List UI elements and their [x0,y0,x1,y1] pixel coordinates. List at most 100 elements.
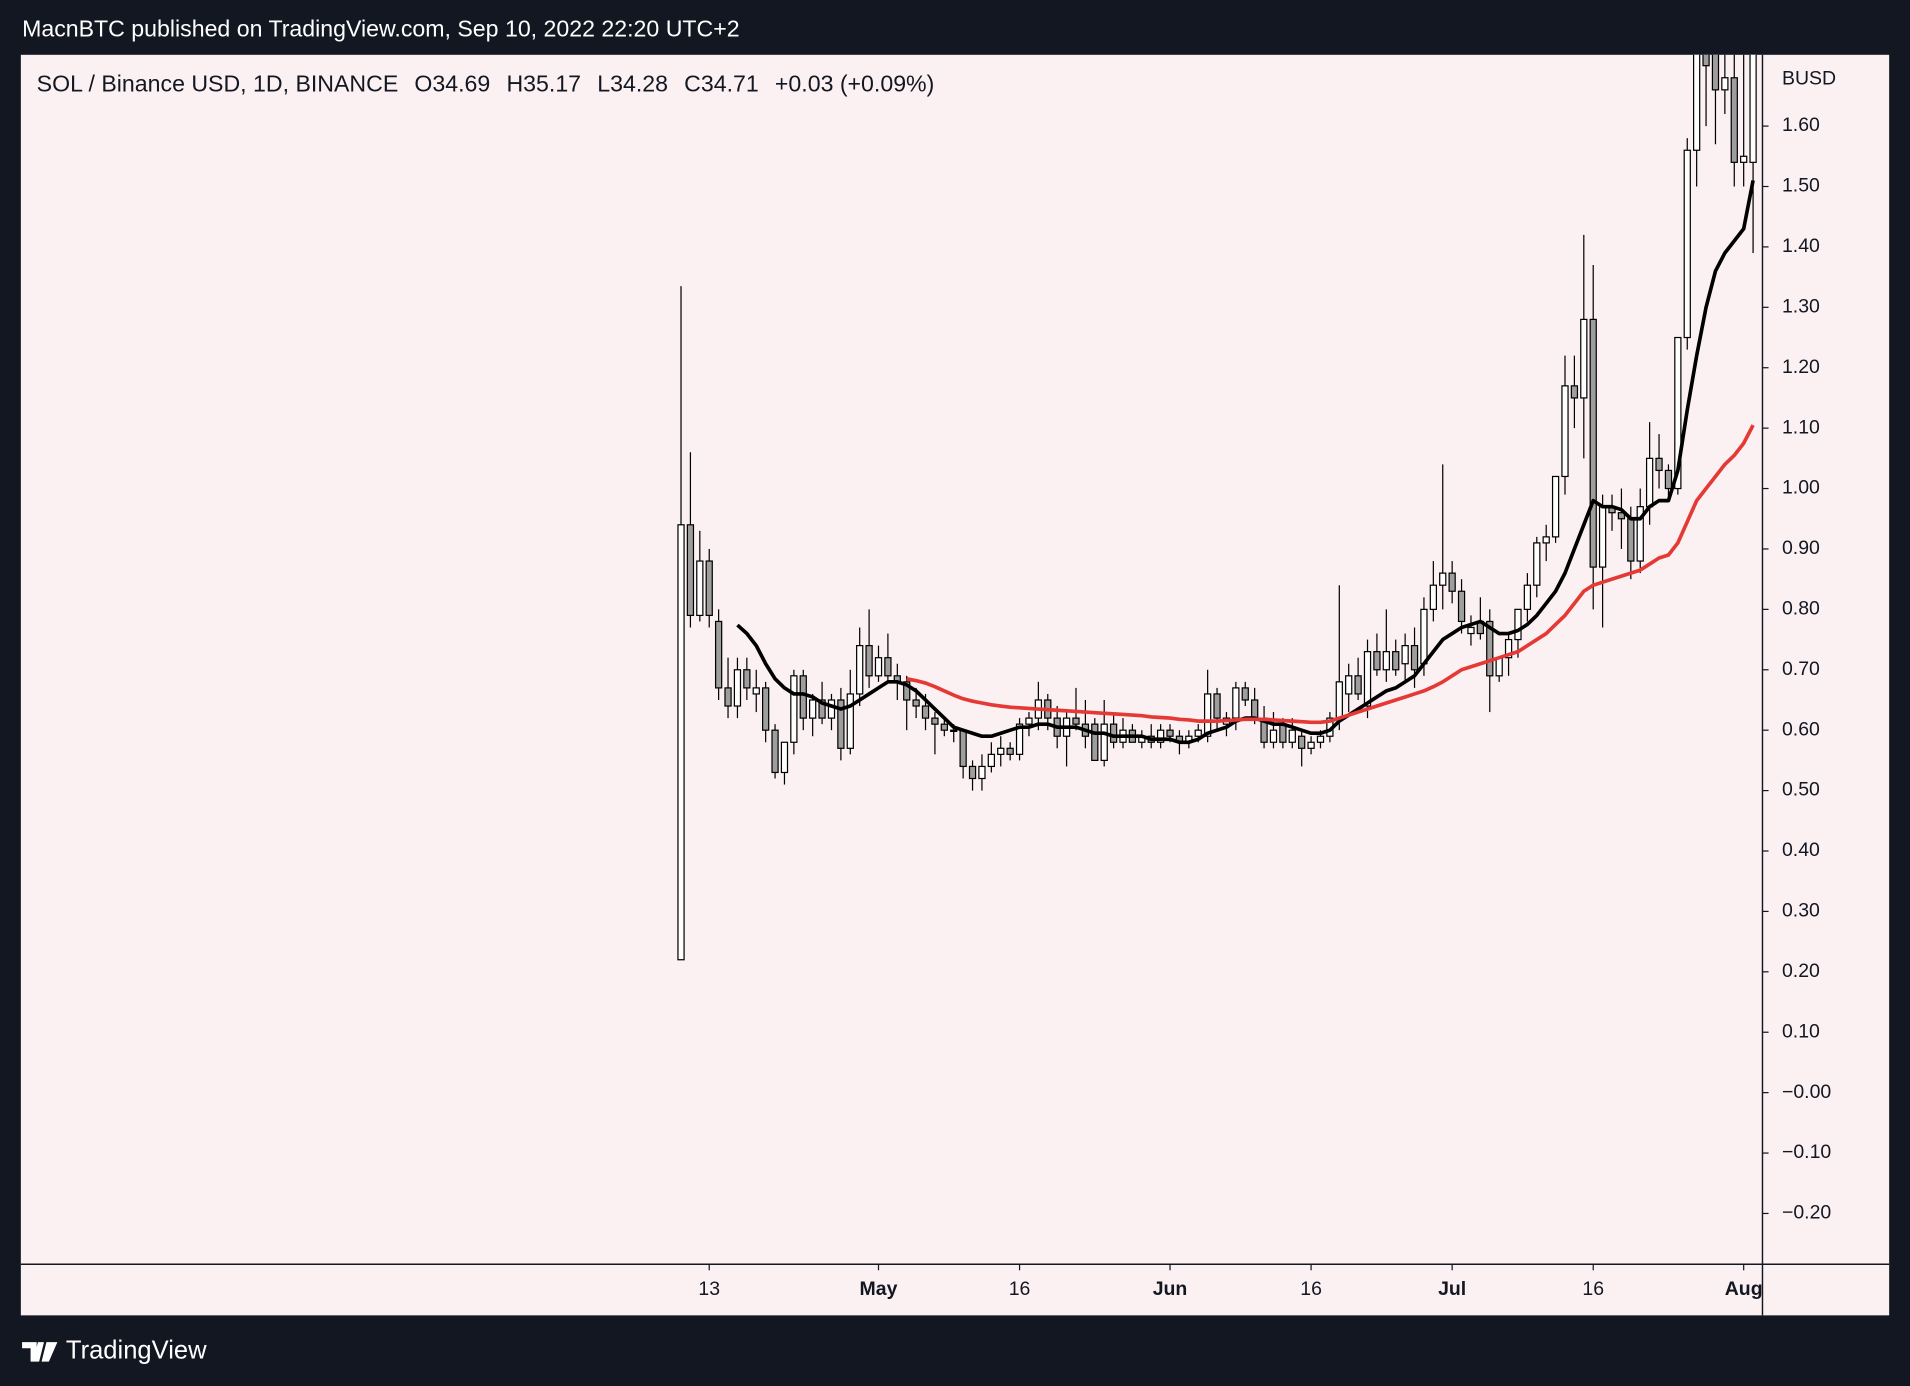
y-tick-label: 0.80 [1782,598,1820,620]
candle-body [1730,77,1738,163]
candle-body [743,669,751,689]
open: O34.69 [414,70,490,96]
moving-average-line [906,424,1755,725]
candle-body [1100,723,1108,762]
candle-body [940,723,948,731]
candle-body [771,729,779,774]
x-tick-label: 16 [1582,1278,1604,1300]
candle-body [724,687,732,707]
y-tick-label: 0.20 [1782,960,1820,982]
candle-body [696,560,704,617]
candle-body [1627,518,1635,562]
candle-body [1251,699,1259,719]
candle-body [912,699,920,707]
candle-body [1589,318,1597,568]
y-tick-label: −0.20 [1782,1202,1831,1224]
candle-body [1373,651,1381,671]
x-tick-label: Jul [1438,1278,1466,1300]
candle-body [1486,620,1494,677]
candle-body [1683,149,1691,339]
candle-body [1457,590,1466,623]
candle-body [1072,717,1080,725]
y-tick-label: 0.40 [1782,839,1820,861]
y-tick-label: 1.50 [1782,175,1820,197]
high: H35.17 [506,70,581,96]
candle-body [1241,687,1249,701]
y-tick-label: 1.40 [1782,235,1820,257]
candle-body [1213,693,1221,719]
candle-body [1645,457,1654,508]
candle-body [856,645,864,695]
candle-body [978,765,986,780]
candle-body [1749,54,1757,163]
legend: SOL / Binance USD, 1D, BINANCE O34.69 H3… [37,70,935,96]
candle-body [884,657,892,677]
candle-body [1702,54,1710,67]
candle-body [874,657,883,677]
candle-body [1561,385,1569,478]
candle-body [686,524,695,617]
currency-label: BUSD [1782,67,1836,89]
candle-body [1570,385,1579,399]
candle-body [1156,729,1165,743]
publish-header: MacnBTC published on TradingView.com, Se… [22,16,740,42]
x-tick-label: Jun [1153,1278,1188,1300]
candle-body [1298,735,1306,749]
y-tick-label: −0.00 [1782,1081,1831,1103]
brand-logo [22,1342,58,1362]
candle-body [959,729,967,768]
y-tick-label: 0.30 [1782,900,1820,922]
candle-body [1542,536,1550,544]
candle-body [1711,54,1720,91]
candle-body [1109,723,1118,743]
candle-body [809,699,817,719]
candle-body [818,699,826,719]
candle-body [677,524,685,961]
candle-body [987,753,996,768]
x-tick-label: Aug [1725,1278,1763,1300]
candle-body [1533,542,1541,586]
candle-body [1523,584,1532,610]
candle-body [705,560,713,617]
change: +0.03 (+0.09%) [775,70,934,96]
candle-body [1288,729,1296,743]
candle-body [1495,657,1503,677]
candle-body [1335,681,1343,719]
candle-body [1232,687,1240,719]
candle-body [1354,675,1362,695]
candle-body [799,675,807,719]
candle-body [714,620,723,689]
y-tick-label: 1.60 [1782,114,1820,136]
y-tick-label: −0.10 [1782,1141,1831,1163]
candle-body [1091,723,1099,762]
symbol: SOL / Binance USD, 1D, BINANCE [37,70,399,96]
candle-body [1420,608,1428,665]
logo-icon [22,1342,58,1362]
plot [677,54,1757,961]
candle-body [1410,645,1419,671]
x-tick-label: 16 [1009,1278,1031,1300]
y-tick-label: 0.60 [1782,718,1820,740]
x-tick-label: 16 [1300,1278,1322,1300]
candle-body [950,729,958,733]
candle-body [1203,693,1212,737]
candle-body [1363,651,1372,707]
candle-body [733,669,742,707]
candle-body [1429,584,1437,610]
candle-body [1166,729,1174,737]
chart-area [20,54,1890,1316]
candle-body [1015,723,1024,755]
candle-body [921,705,930,719]
candle-body [752,687,760,695]
y-tick-label: 0.10 [1782,1020,1820,1042]
candle-body [903,681,911,701]
candle-body [865,645,873,677]
candle-body [827,699,836,719]
candle-body [790,675,798,743]
candle-body [1392,651,1400,671]
candle-body [1382,651,1390,671]
candle-body [1439,572,1447,586]
candle-body [837,699,845,749]
y-tick-label: 1.00 [1782,477,1820,499]
